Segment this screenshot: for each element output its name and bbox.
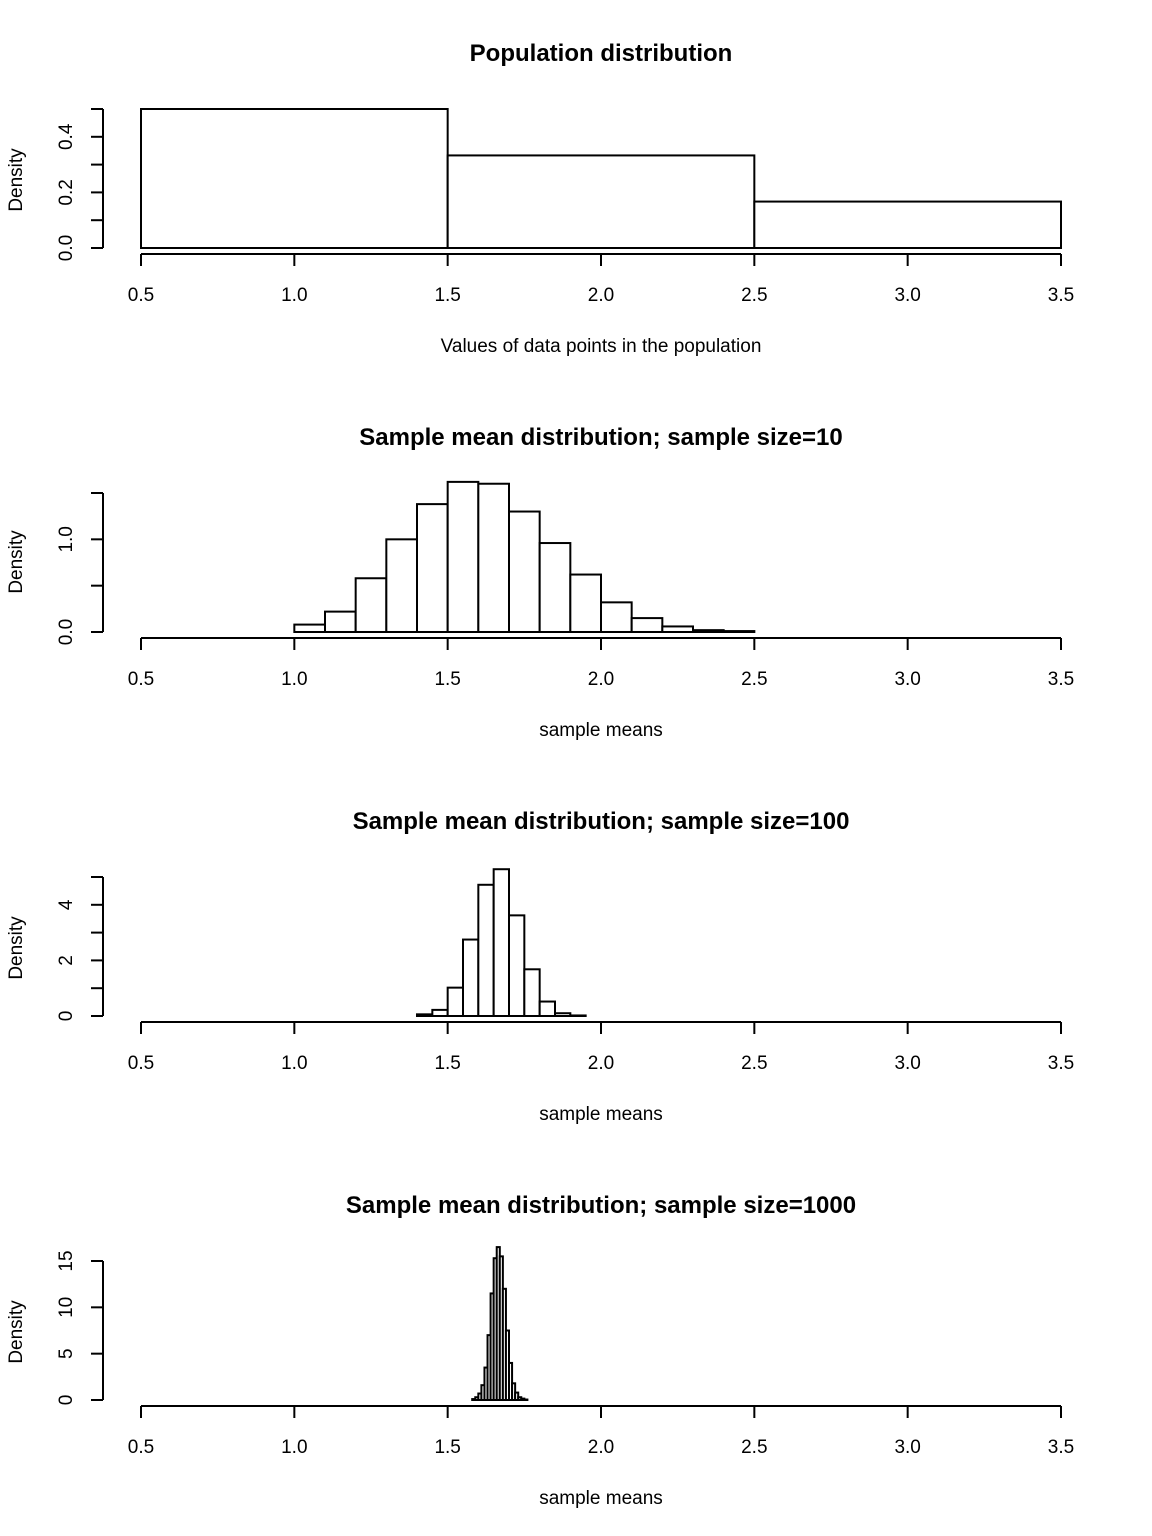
histogram-bar <box>523 968 541 1018</box>
x-tick-label: 1.0 <box>281 1437 307 1458</box>
x-axis-label: sample means <box>539 720 663 741</box>
x-tick-label: 3.0 <box>894 1437 920 1458</box>
x-tick-label: 2.5 <box>741 285 767 306</box>
histogram-bar <box>293 623 327 634</box>
histogram-bar <box>692 629 725 634</box>
y-tick-label: 2 <box>56 955 77 966</box>
histogram-bar <box>446 480 480 633</box>
histogram-bar <box>554 1012 572 1017</box>
histogram-bar <box>477 883 495 1017</box>
histogram-bar <box>600 601 633 634</box>
y-tick-label: 15 <box>56 1250 77 1271</box>
x-tick-label: 3.5 <box>1048 1437 1074 1458</box>
histogram-bar <box>446 986 464 1017</box>
y-axis-label: Density <box>6 530 27 594</box>
x-tick-label: 3.0 <box>894 1053 920 1074</box>
x-tick-label: 1.5 <box>434 1437 460 1458</box>
x-tick-label: 1.0 <box>281 285 307 306</box>
histogram-bar <box>477 482 511 633</box>
x-tick-label: 0.5 <box>128 1053 154 1074</box>
histogram-bar <box>385 538 419 633</box>
histogram-bar <box>538 542 572 633</box>
x-tick-label: 3.5 <box>1048 285 1074 306</box>
x-tick-label: 3.5 <box>1048 669 1074 690</box>
histogram-bar <box>354 577 388 634</box>
x-tick-label: 2.0 <box>588 1053 614 1074</box>
y-tick-label: 10 <box>56 1297 77 1318</box>
y-axis-label: Density <box>6 1300 27 1364</box>
y-tick-label: 0.0 <box>56 235 77 261</box>
y-axis-label: Density <box>6 148 27 212</box>
y-tick-label: 0.2 <box>56 179 77 205</box>
y-tick-label: 1.0 <box>56 526 77 552</box>
histogram-bar <box>462 938 480 1017</box>
histogram-bar <box>722 630 756 633</box>
x-tick-label: 0.5 <box>128 1437 154 1458</box>
chart-title: Sample mean distribution; sample size=10… <box>346 1192 856 1219</box>
x-tick-label: 1.5 <box>434 285 460 306</box>
histogram-bar <box>569 1014 587 1017</box>
histogram-bar <box>508 1361 514 1402</box>
histogram-bar <box>431 1008 449 1017</box>
histogram-bar <box>416 1013 434 1017</box>
y-tick-label: 4 <box>56 899 77 910</box>
x-tick-label: 0.5 <box>128 669 154 690</box>
x-tick-label: 1.0 <box>281 1053 307 1074</box>
histogram-bar <box>492 868 510 1017</box>
histogram-bar <box>538 1000 557 1018</box>
histogram-bar <box>508 914 526 1018</box>
y-axis-label: Density <box>6 916 27 980</box>
chart-title: Sample mean distribution; sample size=10… <box>353 808 850 835</box>
histogram-bar <box>416 503 449 633</box>
chart-title: Sample mean distribution; sample size=10 <box>359 424 843 451</box>
x-tick-label: 2.0 <box>588 669 614 690</box>
x-tick-label: 3.0 <box>894 285 920 306</box>
histogram-bar <box>661 625 694 634</box>
histogram-bar <box>508 510 541 633</box>
x-axis-label: Values of data points in the population <box>441 336 762 357</box>
histogram-bar <box>569 573 602 634</box>
y-tick-label: 0.0 <box>56 619 77 645</box>
histogram-bar <box>630 617 664 633</box>
x-tick-label: 1.0 <box>281 669 307 690</box>
x-tick-label: 2.5 <box>741 1437 767 1458</box>
x-tick-label: 3.0 <box>894 669 920 690</box>
y-tick-label: 0.4 <box>56 123 77 150</box>
x-axis-label: sample means <box>539 1488 663 1509</box>
x-tick-label: 2.5 <box>741 669 767 690</box>
y-tick-label: 5 <box>56 1348 77 1359</box>
x-tick-label: 2.5 <box>741 1053 767 1074</box>
y-tick-label: 0 <box>56 1395 77 1406</box>
x-tick-label: 2.0 <box>588 1437 614 1458</box>
y-tick-label: 0 <box>56 1011 77 1022</box>
chart-title: Population distribution <box>470 40 733 67</box>
histogram-bar <box>753 200 1062 250</box>
x-tick-label: 2.0 <box>588 285 614 306</box>
x-tick-label: 1.5 <box>434 1053 460 1074</box>
histogram-bar <box>446 154 756 249</box>
x-axis-label: sample means <box>539 1104 663 1125</box>
histogram-bar <box>324 610 357 634</box>
histogram-bar <box>140 108 449 249</box>
x-tick-label: 0.5 <box>128 285 154 306</box>
x-tick-label: 1.5 <box>434 669 460 690</box>
x-tick-label: 3.5 <box>1048 1053 1074 1074</box>
